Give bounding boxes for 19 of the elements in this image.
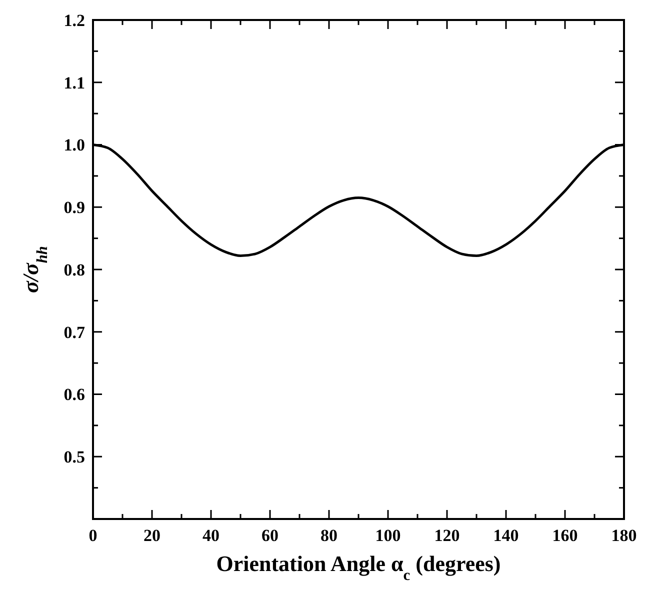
x-tick-label: 40: [202, 526, 220, 545]
x-axis-title: Orientation Angle α$_{c}$ (degrees): [216, 551, 501, 584]
y-tick-label: 0.9: [64, 198, 85, 218]
y-tick-label: 1.1: [64, 73, 85, 92]
x-tick-label: 120: [434, 526, 460, 545]
y-tick-label: 1.0: [64, 136, 85, 155]
x-tick-label: 60: [262, 526, 278, 545]
y-tick-label: 1.2: [64, 10, 85, 30]
x-tick-label: 100: [375, 526, 401, 545]
y-tick-label: 0.8: [64, 260, 85, 280]
y-tick-label: 0.7: [64, 322, 86, 342]
x-tick-label: 20: [144, 526, 160, 545]
x-tick-label: 180: [611, 526, 637, 545]
y-tick-label: 0.5: [64, 448, 85, 467]
x-tick-label: 80: [320, 526, 338, 545]
x-tick-label: 160: [552, 526, 578, 545]
y-tick-label: 0.6: [64, 385, 85, 404]
x-tick-label: 0: [88, 526, 98, 545]
x-tick-label: 140: [493, 526, 519, 545]
